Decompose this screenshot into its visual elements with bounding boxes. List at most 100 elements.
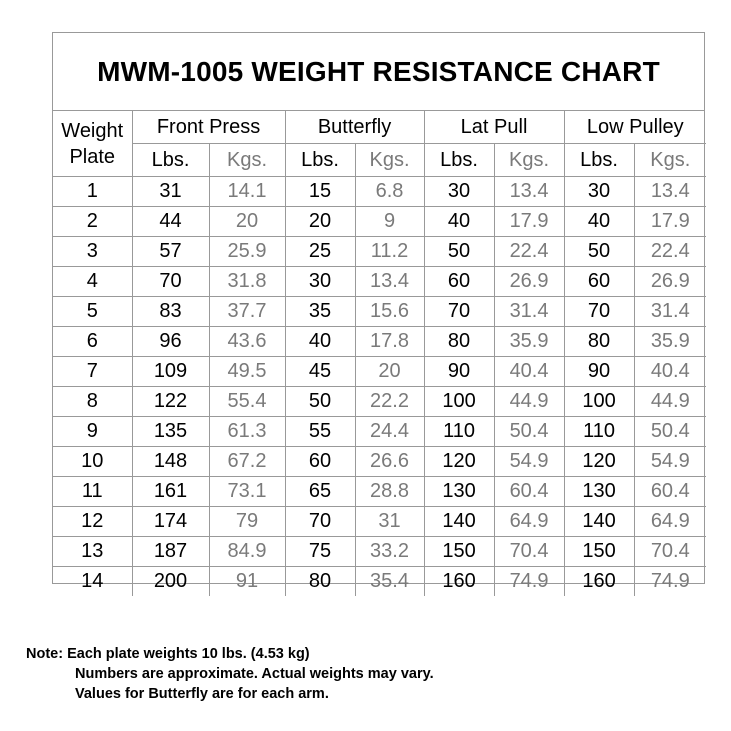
front-press-kgs-cell: 43.6: [209, 326, 286, 357]
butterfly-kgs-cell: 31: [355, 506, 425, 537]
plate-cell: 2: [53, 206, 133, 237]
low-pulley-kgs-cell: 22.4: [634, 236, 707, 267]
table-row: 2 44 20 20 9 40 17.9 40 17.9: [53, 206, 707, 237]
table-row: 4 70 31.8 30 13.4 60 26.9 60 26.9: [53, 266, 707, 297]
lat-pull-lbs-cell: 100: [424, 386, 495, 417]
front-press-kgs-cell: 61.3: [209, 416, 286, 447]
weight-plate-header-line1: Weight: [61, 119, 124, 142]
table-row: 5 83 37.7 35 15.6 70 31.4 70 31.4: [53, 296, 707, 327]
table-row: 3 57 25.9 25 11.2 50 22.4 50 22.4: [53, 236, 707, 267]
table-row: 10 148 67.2 60 26.6 120 54.9 120 54.9: [53, 446, 707, 477]
table-row: 14 200 91 80 35.4 160 74.9 160 74.9: [53, 566, 706, 596]
plate-cell: 9: [53, 416, 133, 447]
low-pulley-lbs-cell: 80: [564, 326, 635, 357]
front-press-lbs-cell: 57: [132, 236, 210, 267]
resistance-table: Weight Plate Front Press Butterfly Lat P…: [53, 111, 707, 596]
front-press-lbs-cell: 31: [132, 176, 210, 207]
lat-pull-kgs-cell: 17.9: [494, 206, 565, 237]
plate-cell: 8: [53, 386, 133, 417]
note-line-1: Note: Each plate weights 10 lbs. (4.53 k…: [26, 646, 310, 662]
butterfly-lbs-cell: 20: [285, 206, 356, 237]
front-press-lbs-cell: 187: [132, 536, 210, 567]
low-pulley-kgs-cell: 74.9: [650, 570, 690, 592]
butterfly-lbs-cell: 65: [285, 476, 356, 507]
weight-plate-header: Weight Plate: [53, 111, 133, 177]
lat-pull-kgs-cell: 50.4: [494, 416, 565, 447]
low-pulley-lbs-cell: 50: [564, 236, 635, 267]
butterfly-kgs-cell: 17.8: [355, 326, 425, 357]
front-press-kgs-cell: 55.4: [209, 386, 286, 417]
butterfly-lbs-cell: 70: [285, 506, 356, 537]
low-pulley-lbs-cell: 40: [564, 206, 635, 237]
table-row: 8 122 55.4 50 22.2 100 44.9 100 44.9: [53, 386, 707, 417]
lat-pull-kgs-cell: 70.4: [494, 536, 565, 567]
low-pulley-kgs-cell: 35.9: [634, 326, 707, 357]
lat-pull-kgs-cell: 35.9: [494, 326, 565, 357]
plate-cell: 14: [53, 566, 133, 596]
plate-cell: 1: [53, 176, 133, 207]
front-press-lbs-cell: 83: [132, 296, 210, 327]
plate-cell: 12: [53, 506, 133, 537]
butterfly-kgs-cell: 28.8: [355, 476, 425, 507]
low-pulley-lbs-header: Lbs.: [564, 143, 635, 177]
header-row-units: Lbs. Kgs. Lbs. Kgs. Lbs. Kgs. Lbs. Kgs.: [53, 143, 707, 177]
low-pulley-kgs-cell: 44.9: [634, 386, 707, 417]
lat-pull-kgs-cell: 74.9: [494, 566, 565, 596]
butterfly-kgs-cell: 22.2: [355, 386, 425, 417]
front-press-lbs-cell: 174: [132, 506, 210, 537]
lat-pull-lbs-cell: 70: [424, 296, 495, 327]
low-pulley-lbs-cell: 90: [564, 356, 635, 387]
butterfly-kgs-cell: 6.8: [355, 176, 425, 207]
lat-pull-lbs-header: Lbs.: [424, 143, 495, 177]
butterfly-lbs-cell: 35: [285, 296, 356, 327]
front-press-kgs-cell: 20: [209, 206, 286, 237]
footnote: Note: Each plate weights 10 lbs. (4.53 k…: [26, 644, 434, 704]
front-press-kgs-cell: 25.9: [209, 236, 286, 267]
low-pulley-lbs-cell: 70: [564, 296, 635, 327]
butterfly-lbs-cell: 75: [285, 536, 356, 567]
front-press-lbs-cell: 70: [132, 266, 210, 297]
lat-pull-kgs-header: Kgs.: [494, 143, 565, 177]
butterfly-kgs-cell: 13.4: [355, 266, 425, 297]
low-pulley-kgs-cell: 26.9: [634, 266, 707, 297]
low-pulley-kgs-cell: 40.4: [634, 356, 707, 387]
lat-pull-lbs-cell: 90: [424, 356, 495, 387]
front-press-lbs-cell: 161: [132, 476, 210, 507]
front-press-kgs-cell: 79: [209, 506, 286, 537]
lat-pull-kgs-cell: 40.4: [494, 356, 565, 387]
low-pulley-lbs-cell: 120: [564, 446, 635, 477]
lat-pull-kgs-cell: 64.9: [494, 506, 565, 537]
resistance-chart: MWM-1005 WEIGHT RESISTANCE CHART Weight …: [52, 32, 707, 596]
low-pulley-kgs-cell: 70.4: [634, 536, 707, 567]
plate-cell: 3: [53, 236, 133, 267]
front-press-kgs-cell: 91: [209, 566, 286, 596]
front-press-header: Front Press: [132, 111, 286, 144]
butterfly-kgs-cell: 24.4: [355, 416, 425, 447]
front-press-kgs-cell: 37.7: [209, 296, 286, 327]
lat-pull-lbs-cell: 110: [424, 416, 495, 447]
butterfly-header: Butterfly: [285, 111, 425, 144]
butterfly-lbs-header: Lbs.: [285, 143, 356, 177]
butterfly-lbs-cell: 25: [285, 236, 356, 267]
lat-pull-lbs-cell: 60: [424, 266, 495, 297]
plate-cell: 6: [53, 326, 133, 357]
front-press-lbs-cell: 135: [132, 416, 210, 447]
lat-pull-lbs-cell: 30: [424, 176, 495, 207]
plate-cell: 13: [53, 536, 133, 567]
lat-pull-lbs-cell: 140: [424, 506, 495, 537]
butterfly-lbs-cell: 40: [285, 326, 356, 357]
butterfly-kgs-cell: 26.6: [355, 446, 425, 477]
butterfly-kgs-cell: 11.2: [355, 236, 425, 267]
low-pulley-kgs-header: Kgs.: [634, 143, 707, 177]
butterfly-lbs-cell: 15: [285, 176, 356, 207]
low-pulley-lbs-cell: 110: [564, 416, 635, 447]
low-pulley-lbs-cell: 150: [564, 536, 635, 567]
table-row: 13 187 84.9 75 33.2 150 70.4 150 70.4: [53, 536, 707, 567]
front-press-lbs-cell: 109: [132, 356, 210, 387]
butterfly-kgs-header: Kgs.: [355, 143, 425, 177]
low-pulley-kgs-cell: 50.4: [634, 416, 707, 447]
butterfly-kgs-cell: 15.6: [355, 296, 425, 327]
lat-pull-header: Lat Pull: [424, 111, 565, 144]
front-press-kgs-header: Kgs.: [209, 143, 286, 177]
lat-pull-lbs-cell: 160: [424, 566, 495, 596]
